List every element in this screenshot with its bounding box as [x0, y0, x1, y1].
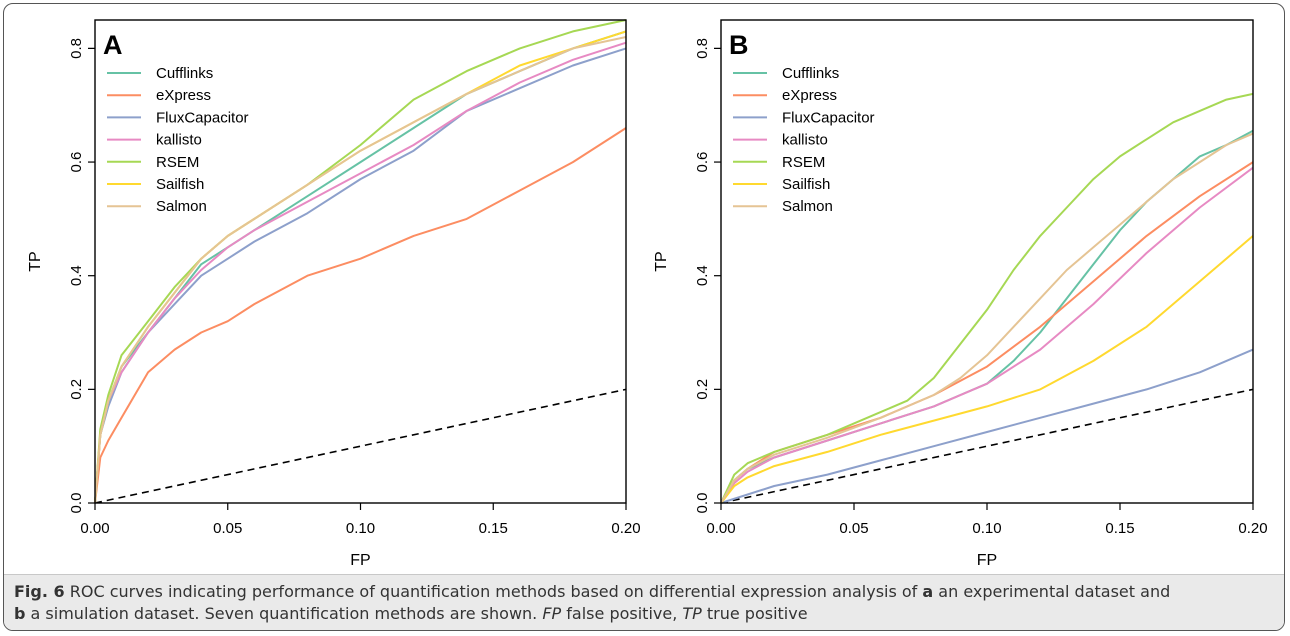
figure-frame: 0.00 0.05 0.10 0.15 0.20 0.0 0.2 0.4 0.6 0.8 FP TP A…: [3, 3, 1285, 631]
panel-a-legend-label-salmon: Salmon: [156, 198, 207, 215]
panel-b-legend-label-cufflinks: Cufflinks: [782, 65, 839, 82]
panel-b-legend-label-rsem: RSEM: [782, 154, 825, 171]
panel-b-legend-label-express: eXpress: [782, 87, 837, 104]
panel-a-x-tick-label: 0.05: [213, 520, 242, 537]
panel-a-legend-label-rsem: RSEM: [156, 154, 199, 171]
panel-b-x-tick-label: 0.05: [839, 520, 868, 537]
panel-a-y-tick-label: 0.8: [68, 38, 85, 59]
panel-a-y-tick-label: 0.6: [68, 152, 85, 173]
panel-a-x-tick-label: 0.00: [80, 520, 109, 537]
caption-panel-b: b: [14, 604, 26, 623]
panel-b-y-tick-label: 0.8: [694, 38, 711, 59]
panel-b-legend-label-salmon: Salmon: [782, 198, 833, 215]
panel-b: 0.00 0.05 0.10 0.15 0.20 0.0 0.2 0.4 0.6 0.8 FP TP B…: [653, 19, 1268, 569]
panel-a-y-tick-label: 0.2: [68, 379, 85, 400]
figure-caption: Fig. 6 ROC curves indicating performance…: [4, 574, 1284, 630]
panel-b-line-fluxcapacitor: [720, 348, 1254, 504]
panel-a: 0.00 0.05 0.10 0.15 0.20 0.0 0.2 0.4 0.6 0.8 FP TP A…: [27, 19, 641, 569]
roc-figure: 0.00 0.05 0.10 0.15 0.20 0.0 0.2 0.4 0.6 0.8 FP TP A…: [27, 19, 1268, 569]
panel-a-legend-label-cufflinks: Cufflinks: [156, 65, 213, 82]
panel-a-y-tick-label: 0.4: [68, 265, 85, 286]
panel-a-panel-label: A: [103, 30, 123, 60]
panel-a-x-axis-label: FP: [350, 552, 370, 569]
caption-text-1: ROC curves indicating performance of qua…: [64, 582, 923, 601]
panel-a-legend-label-fluxcapacitor: FluxCapacitor: [156, 109, 249, 126]
panel-a-legend-label-sailfish: Sailfish: [156, 176, 204, 193]
panel-a-legend-label-kallisto: kallisto: [156, 132, 202, 149]
panel-a-line-express: [94, 127, 627, 504]
panel-b-y-tick-label: 0.0: [694, 493, 711, 514]
panel-b-y-axis-label: TP: [653, 251, 670, 271]
panel-b-y-tick-label: 0.4: [694, 265, 711, 286]
panel-b-legend-label-fluxcapacitor: FluxCapacitor: [782, 109, 875, 126]
panel-a-y-axis-label: TP: [27, 251, 44, 271]
panel-b-x-axis-label: FP: [977, 552, 997, 569]
panel-b-line-salmon: [720, 132, 1254, 504]
panel-b-x-tick-label: 0.15: [1105, 520, 1134, 537]
panel-a-line-kallisto: [94, 41, 627, 504]
caption-text-4: false positive,: [561, 604, 683, 623]
caption-panel-a: a: [922, 582, 934, 601]
panel-a-y-tick-label: 0.0: [68, 493, 85, 514]
panel-a-diagonal-reference: [94, 388, 627, 504]
caption-abbr-fp: FP: [542, 604, 562, 623]
panel-b-legend-label-kallisto: kallisto: [782, 132, 828, 149]
panel-a-x-tick-label: 0.15: [479, 520, 508, 537]
panel-b-x-tick-label: 0.10: [972, 520, 1001, 537]
panel-a-line-fluxcapacitor: [94, 47, 627, 504]
caption-label: Fig. 6: [14, 582, 65, 601]
caption-text-3: a simulation dataset. Seven quantificati…: [25, 604, 543, 623]
panel-b-x-tick-label: 0.00: [706, 520, 735, 537]
panel-a-x-tick-label: 0.10: [346, 520, 375, 537]
panel-b-line-rsem: [720, 92, 1254, 504]
panel-b-line-sailfish: [720, 235, 1254, 504]
panel-b-x-tick-label: 0.20: [1238, 520, 1267, 537]
panel-b-diagonal-reference: [720, 388, 1254, 504]
panel-a-legend-label-express: eXpress: [156, 87, 211, 104]
panel-b-y-tick-label: 0.2: [694, 379, 711, 400]
caption-text-5: true positive: [701, 604, 808, 623]
panel-b-line-kallisto: [720, 166, 1254, 504]
panel-a-line-salmon: [94, 36, 627, 504]
panel-b-y-tick-label: 0.6: [694, 152, 711, 173]
panel-b-panel-label: B: [729, 30, 749, 60]
panel-a-x-tick-label: 0.20: [611, 520, 640, 537]
panel-b-legend-label-sailfish: Sailfish: [782, 176, 830, 193]
caption-abbr-tp: TP: [682, 604, 702, 623]
caption-text-2: an experimental dataset and: [933, 582, 1171, 601]
